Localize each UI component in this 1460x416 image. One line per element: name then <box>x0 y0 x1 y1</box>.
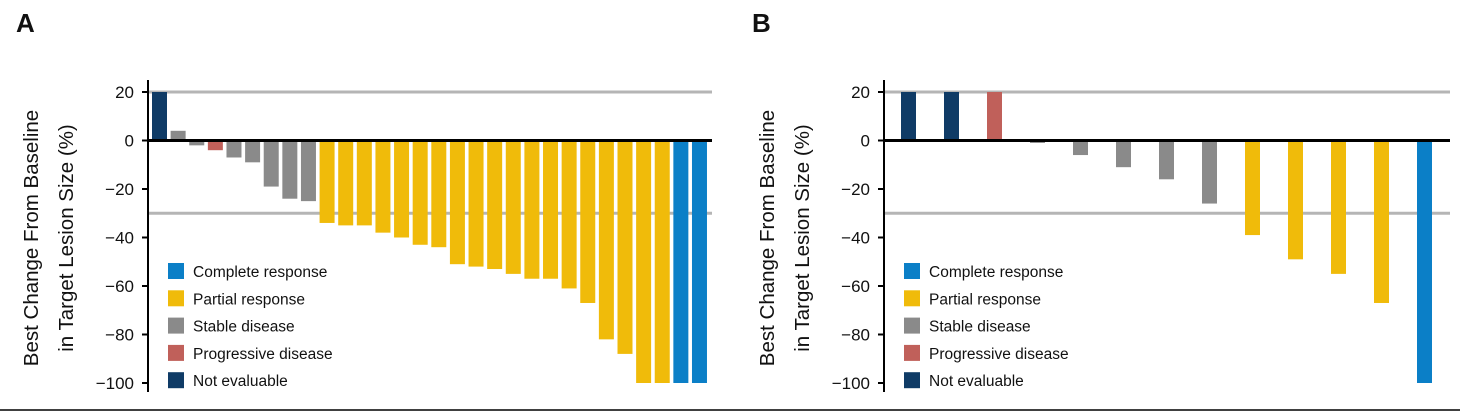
panel-a-bar-partial-response <box>617 140 633 354</box>
panel-a-legend-label: Stable disease <box>193 319 295 336</box>
panel-b-bar-stable-disease <box>1116 140 1131 168</box>
panel-b: B Best Change From Baseline in Target Le… <box>752 8 1450 393</box>
panel-a-bar-stable-disease <box>226 140 242 158</box>
panel-a-bar-partial-response <box>319 140 335 223</box>
panel-a-y-ticks: 20 0 −20 −40 −60 −80 −100 <box>96 83 148 393</box>
panel-a-y-tick-label: −20 <box>105 180 134 199</box>
panel-a-bar-complete-response <box>691 140 707 383</box>
panel-a-bar-stable-disease <box>263 140 279 187</box>
panel-b-y-tick-label: −100 <box>832 374 870 393</box>
panel-b-bar-progressive-disease <box>987 92 1002 141</box>
panel-a-ylabel-line1: Best Change From Baseline <box>20 110 43 366</box>
panel-a-legend-swatch-stable-disease <box>168 317 184 334</box>
panel-a-bar-partial-response <box>654 140 670 383</box>
panel-a-bar-partial-response <box>394 140 410 238</box>
panel-a-bar-partial-response <box>412 140 428 245</box>
panel-b-y-tick-label: −60 <box>841 277 870 296</box>
panel-a-letter: A <box>16 8 35 38</box>
panel-a-y-tick-label: −80 <box>105 326 134 345</box>
panel-b-legend-swatch-complete-response <box>904 263 920 279</box>
panel-b-legend-swatch-partial-response <box>904 290 920 307</box>
panel-b-bar-stable-disease <box>1073 140 1088 156</box>
panel-a-y-tick-label: −60 <box>105 277 134 296</box>
panel-a-bar-partial-response <box>449 140 465 265</box>
panel-a-legend-swatch-complete-response <box>168 263 184 279</box>
panel-b-legend-label: Complete response <box>929 264 1063 281</box>
panel-a-bar-stable-disease <box>300 140 316 202</box>
panel-a-y-tick-label: −100 <box>96 374 134 393</box>
panel-b-bar-not-evaluable <box>901 92 916 141</box>
panel-a-bar-stable-disease <box>282 140 298 199</box>
panel-a-bar-partial-response <box>636 140 652 383</box>
panel-a-legend-label: Partial response <box>193 291 305 308</box>
panel-b-y-axis-title: Best Change From Baseline in Target Lesi… <box>756 110 814 366</box>
panel-b-bar-stable-disease <box>1159 140 1174 180</box>
panel-b-ylabel-line1: Best Change From Baseline <box>756 110 779 366</box>
panel-a-legend-label: Complete response <box>193 264 327 281</box>
panel-a-bar-partial-response <box>598 140 614 340</box>
panel-b-axes <box>883 80 1450 392</box>
panel-a-bar-partial-response <box>356 140 372 226</box>
panel-b-y-tick-label: 20 <box>851 83 870 102</box>
panel-b-legend-label: Progressive disease <box>929 346 1069 363</box>
panel-b-legend: Complete response Partial response Stable … <box>904 263 1069 390</box>
panel-a-legend-swatch-partial-response <box>168 290 184 307</box>
panel-a-legend: Complete response Partial response Stable … <box>168 263 333 390</box>
panel-b-legend-label: Partial response <box>929 291 1041 308</box>
panel-a-bar-partial-response <box>338 140 354 226</box>
panel-b-legend-swatch-not-evaluable <box>904 372 920 389</box>
panel-b-bar-stable-disease <box>1202 140 1217 204</box>
panel-a-bar-progressive-disease <box>207 140 223 151</box>
panel-a-bar-stable-disease <box>170 130 186 141</box>
panel-a-bar-partial-response <box>431 140 447 248</box>
panel-a-bar-stable-disease <box>245 140 261 163</box>
panel-b-letter: B <box>752 8 771 38</box>
panel-a-legend-swatch-progressive-disease <box>168 344 184 361</box>
panel-b-y-tick-label: −80 <box>841 326 870 345</box>
panel-a-bar-complete-response <box>673 140 689 383</box>
panel-a-y-axis-title: Best Change From Baseline in Target Lesi… <box>20 110 78 366</box>
panel-b-legend-label: Not evaluable <box>929 373 1024 390</box>
panel-b-bars <box>901 92 1432 383</box>
panel-a-bar-partial-response <box>580 140 596 303</box>
panel-a-bar-stable-disease <box>189 140 205 146</box>
panel-b-bar-partial-response <box>1288 140 1303 260</box>
panel-a-axes <box>147 80 712 392</box>
panel-b-bar-complete-response <box>1417 140 1432 383</box>
panel-b-ylabel-line2: in Target Lesion Size (%) <box>791 124 814 352</box>
panel-a-bar-not-evaluable <box>152 92 167 141</box>
panel-a: A Best Change From Baseline in Target Le… <box>16 8 712 393</box>
panel-b-bar-partial-response <box>1245 140 1260 236</box>
panel-a-legend-label: Progressive disease <box>193 346 333 363</box>
panel-b-legend-swatch-stable-disease <box>904 317 920 334</box>
panel-b-y-tick-label: −20 <box>841 180 870 199</box>
panel-b-legend-label: Stable disease <box>929 319 1031 336</box>
panel-a-bars <box>152 92 707 383</box>
panel-a-legend-label: Not evaluable <box>193 373 288 390</box>
panel-a-bar-partial-response <box>543 140 559 279</box>
panel-a-bar-partial-response <box>487 140 503 270</box>
panel-a-bar-partial-response <box>505 140 521 274</box>
panel-a-y-tick-label: −40 <box>105 229 134 248</box>
panel-b-bar-partial-response <box>1331 140 1346 274</box>
panel-a-legend-swatch-not-evaluable <box>168 372 184 389</box>
panel-b-y-tick-label: −40 <box>841 229 870 248</box>
panel-b-y-tick-label: 0 <box>861 132 870 151</box>
panel-a-bar-partial-response <box>561 140 577 289</box>
panel-a-bar-partial-response <box>524 140 540 279</box>
panel-a-ylabel-line2: in Target Lesion Size (%) <box>55 124 78 352</box>
panel-a-y-tick-label: 0 <box>125 132 134 151</box>
panel-b-y-ticks: 20 0 −20 −40 −60 −80 −100 <box>832 83 884 393</box>
panel-b-bar-partial-response <box>1374 140 1389 303</box>
panel-b-bar-not-evaluable <box>944 92 959 141</box>
panel-a-bar-partial-response <box>468 140 484 267</box>
panel-b-reference-lines <box>884 90 1450 215</box>
panel-b-legend-swatch-progressive-disease <box>904 344 920 361</box>
panel-a-y-tick-label: 20 <box>115 83 134 102</box>
panel-a-bar-partial-response <box>375 140 391 233</box>
